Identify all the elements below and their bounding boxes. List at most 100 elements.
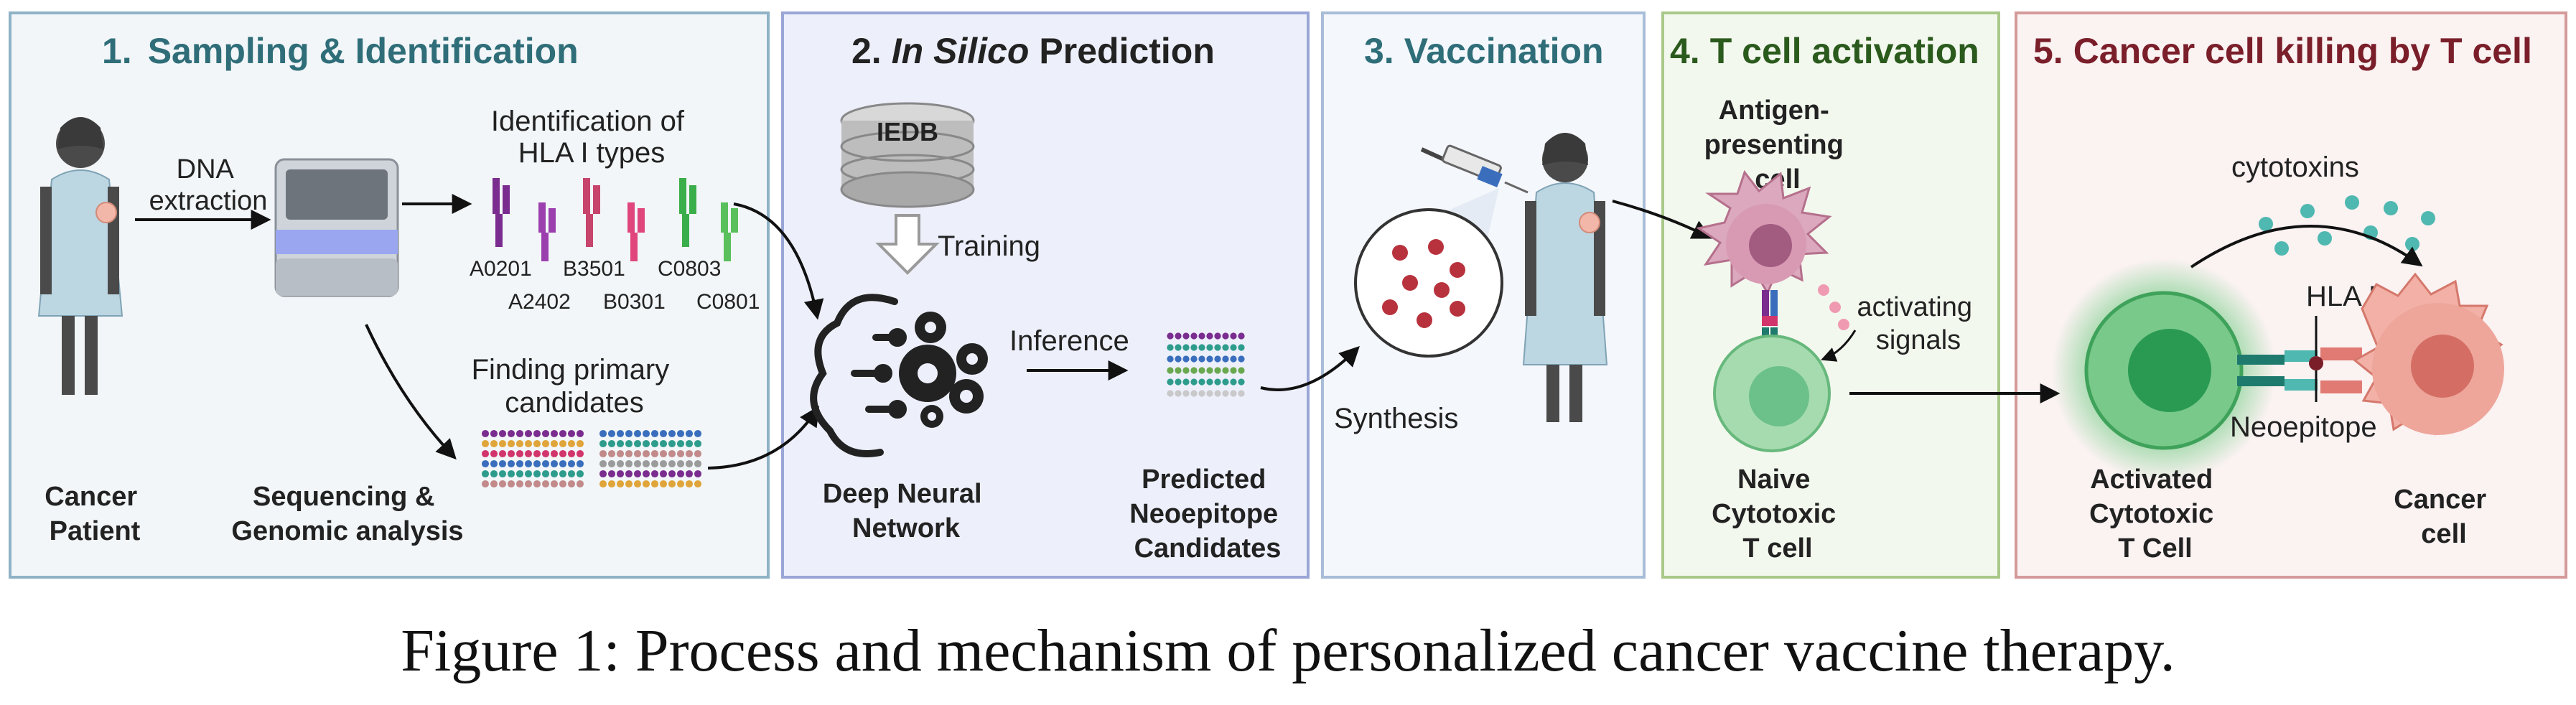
- peptide-bead: [524, 470, 533, 478]
- peptide-bead: [490, 480, 498, 488]
- synthesis-label: Synthesis: [1334, 403, 1458, 434]
- peptide-bead: [567, 470, 576, 478]
- peptide-bead: [515, 459, 524, 468]
- peptide-bead: [498, 480, 507, 488]
- peptide-bead: [1198, 367, 1205, 374]
- peptide-bead: [1214, 390, 1221, 397]
- peptide-bead: [1222, 390, 1229, 397]
- peptide-bead: [607, 429, 616, 438]
- peptide-bead: [507, 470, 515, 478]
- peptide-bead: [599, 439, 607, 448]
- peptide-bead: [599, 449, 607, 458]
- peptide-bead: [1230, 355, 1237, 363]
- peptide-bead: [559, 470, 567, 478]
- cytotoxins-label: cytotoxins: [2231, 151, 2359, 183]
- peptide-bead: [694, 480, 702, 488]
- hla-receptor-icon: [679, 178, 696, 247]
- peptide-bead: [550, 429, 559, 438]
- peptide-bead: [550, 439, 559, 448]
- peptide-bead: [541, 480, 550, 488]
- peptide-bead: [533, 439, 541, 448]
- cancer-cell-icon: [2353, 272, 2504, 436]
- peptide-bead: [685, 459, 694, 468]
- peptide-bead: [541, 449, 550, 458]
- peptide-bead: [659, 459, 668, 468]
- peptide-bead: [625, 439, 633, 448]
- peptide-bead: [685, 470, 694, 478]
- figure-caption: Figure 1: Process and mechanism of perso…: [401, 617, 2175, 684]
- peptide-bead: [668, 480, 676, 488]
- peptide-bead: [1238, 355, 1245, 363]
- peptide-bead: [1222, 367, 1229, 374]
- peptide-bead: [567, 429, 576, 438]
- peptide-bead: [625, 480, 633, 488]
- peptide-bead: [1175, 367, 1182, 374]
- hla-identification-label: Identification of HLA I types: [491, 106, 692, 169]
- peptide-bead: [1198, 390, 1205, 397]
- peptide-bead: [1175, 344, 1182, 351]
- peptide-bead: [533, 480, 541, 488]
- peptide-bead: [1222, 355, 1229, 363]
- peptide-bead: [1175, 378, 1182, 386]
- peptide-bead: [616, 470, 625, 478]
- peptide-bead: [576, 480, 584, 488]
- peptide-bead: [507, 429, 515, 438]
- peptide-bead: [567, 459, 576, 468]
- peptide-bead: [650, 439, 659, 448]
- peptide-bead: [490, 470, 498, 478]
- peptide-bead: [533, 459, 541, 468]
- peptide-bead: [1167, 332, 1174, 340]
- peptide-bead: [1190, 367, 1198, 374]
- peptide-bead: [659, 429, 668, 438]
- cytotoxin-dots: [2259, 195, 2435, 256]
- peptide-bead: [524, 459, 533, 468]
- peptide-bead: [1230, 378, 1237, 386]
- predicted-candidates-label: Predicted Neoepitope Candidates: [1129, 464, 1285, 564]
- peptide-bead: [676, 459, 685, 468]
- peptide-bead: [515, 449, 524, 458]
- peptide-bead: [1214, 378, 1221, 386]
- peptide-bead: [633, 429, 642, 438]
- peptide-bead: [659, 470, 668, 478]
- syringe-icon: [1420, 144, 1529, 194]
- peptide-bead: [533, 470, 541, 478]
- peptide-bead: [659, 480, 668, 488]
- peptide-bead: [524, 480, 533, 488]
- peptide-bead: [633, 459, 642, 468]
- arrow-to-apc: [1612, 200, 1713, 239]
- peptide-bead: [507, 459, 515, 468]
- peptide-bead: [481, 429, 490, 438]
- peptide-bead: [481, 459, 490, 468]
- peptide-bead: [599, 470, 607, 478]
- dna-extraction-label: DNA extraction: [149, 154, 268, 216]
- database-icon: [840, 102, 975, 208]
- peptide-bead: [616, 429, 625, 438]
- peptide-bead: [481, 480, 490, 488]
- candidate-peptide-strands: [481, 429, 702, 488]
- arrow-signals: [1821, 330, 1857, 362]
- peptide-bead: [1238, 367, 1245, 374]
- database-label: IEDB: [877, 117, 938, 146]
- peptide-bead: [567, 480, 576, 488]
- peptide-bead: [685, 449, 694, 458]
- peptide-bead: [694, 449, 702, 458]
- peptide-bead: [642, 439, 650, 448]
- peptide-bead: [1182, 344, 1190, 351]
- peptide-bead: [541, 439, 550, 448]
- vaccine-vial-circle: [1354, 208, 1503, 358]
- hla-type-label: C0801: [696, 290, 760, 314]
- panel-3-title: 3. Vaccination: [1364, 31, 1604, 71]
- hla-type-label: A2402: [508, 290, 571, 314]
- peptide-bead: [490, 429, 498, 438]
- peptide-bead: [567, 439, 576, 448]
- peptide-bead: [1198, 355, 1205, 363]
- peptide-bead: [498, 459, 507, 468]
- peptide-bead: [541, 470, 550, 478]
- peptide-bead: [1182, 367, 1190, 374]
- peptide-bead: [550, 470, 559, 478]
- peptide-bead: [1182, 378, 1190, 386]
- peptide-bead: [1230, 367, 1237, 374]
- tumor-icon: [95, 202, 117, 223]
- peptide-bead: [642, 449, 650, 458]
- peptide-bead: [507, 449, 515, 458]
